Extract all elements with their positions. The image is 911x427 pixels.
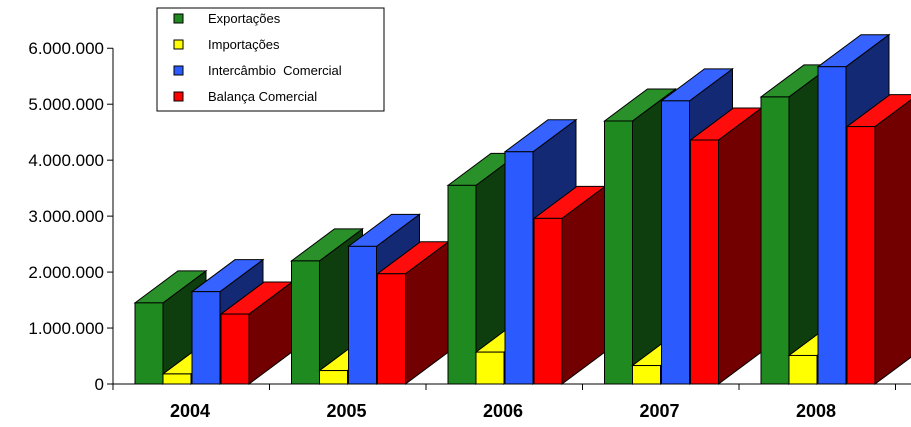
x-tick-label: 2006	[483, 401, 523, 421]
bar-front	[504, 151, 534, 385]
bar-2008-4	[845, 94, 911, 385]
legend-label: Intercâmbio Comercial	[208, 63, 342, 78]
bar-front	[348, 245, 377, 385]
bar-front	[134, 302, 164, 385]
legend: Exportações Importações Intercâmbio Comerc…	[156, 7, 385, 112]
legend-swatch	[173, 13, 184, 24]
legend-label: Exportações	[208, 11, 281, 26]
legend-label: Balança Comercial	[208, 89, 317, 104]
bars	[133, 33, 911, 385]
bar-front	[447, 184, 477, 385]
y-tick-label: 3.000.000	[28, 207, 104, 226]
bar-front	[632, 365, 661, 385]
legend-swatch	[173, 39, 184, 50]
legend-label: Importações	[208, 37, 280, 52]
legend-swatch	[173, 65, 184, 76]
bar-front	[191, 291, 221, 385]
x-tick-label: 2004	[170, 401, 210, 421]
legend-swatch	[173, 91, 184, 102]
x-tick-label: 2005	[326, 401, 366, 421]
axis-labels: 0 1.000.000 2.000.000 3.000.000 4.000.000 5.0…	[28, 39, 836, 421]
y-tick-label: 0	[95, 375, 104, 394]
bar-front	[690, 139, 719, 385]
bar-front	[220, 313, 250, 385]
x-tick-label: 2008	[796, 401, 836, 421]
y-tick-label: 5.000.000	[28, 95, 104, 114]
bar-side	[561, 185, 606, 385]
y-tick-label: 4.000.000	[28, 151, 104, 170]
bar-front	[533, 217, 563, 385]
bar-front	[291, 260, 320, 385]
y-tick-label: 6.000.000	[28, 39, 104, 58]
bar-front	[817, 66, 847, 385]
bar-side	[718, 107, 762, 385]
bar-front	[760, 96, 790, 385]
bar-front	[604, 120, 633, 385]
bar-front	[661, 100, 690, 385]
bar-front	[162, 373, 192, 385]
bar-front	[319, 370, 348, 385]
bar-side	[874, 99, 911, 385]
bar-front	[475, 351, 505, 385]
bar-2007-4	[688, 107, 764, 385]
bar-front	[846, 126, 876, 385]
bar-2006-4	[532, 185, 607, 385]
bar-front	[788, 354, 818, 385]
legend-box	[156, 7, 385, 112]
y-tick-label: 1.000.000	[28, 319, 104, 338]
y-tick-label: 2.000.000	[28, 263, 104, 282]
bar-front	[377, 273, 406, 385]
x-tick-label: 2007	[639, 401, 679, 421]
bar-2005-4	[375, 240, 451, 385]
